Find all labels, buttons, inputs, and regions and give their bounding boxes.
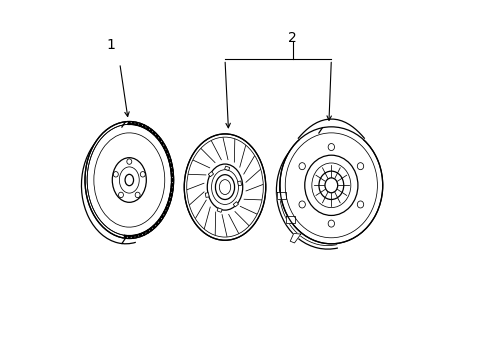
Bar [233, 202, 238, 207]
Polygon shape [171, 178, 173, 182]
Text: 2: 2 [288, 31, 297, 45]
Polygon shape [168, 159, 171, 163]
Polygon shape [152, 224, 155, 228]
Polygon shape [155, 221, 158, 225]
Bar [217, 208, 222, 212]
Polygon shape [277, 192, 285, 199]
Polygon shape [127, 235, 131, 238]
Polygon shape [168, 197, 171, 201]
Ellipse shape [279, 127, 382, 244]
Polygon shape [166, 154, 169, 158]
Polygon shape [149, 129, 151, 133]
Ellipse shape [184, 134, 265, 240]
Polygon shape [171, 183, 173, 187]
Polygon shape [155, 135, 158, 139]
Polygon shape [163, 210, 165, 214]
Polygon shape [138, 233, 142, 237]
Polygon shape [145, 229, 148, 233]
Polygon shape [166, 202, 169, 206]
Polygon shape [160, 214, 163, 217]
Polygon shape [127, 122, 131, 125]
Polygon shape [170, 188, 173, 192]
Polygon shape [170, 168, 173, 172]
Bar [237, 181, 241, 186]
Polygon shape [135, 234, 138, 238]
Polygon shape [286, 216, 295, 224]
Polygon shape [145, 127, 148, 131]
Polygon shape [169, 192, 172, 197]
Bar [208, 172, 213, 177]
Polygon shape [131, 122, 134, 125]
Polygon shape [164, 150, 167, 154]
Text: 1: 1 [106, 38, 115, 52]
Polygon shape [142, 125, 145, 129]
Ellipse shape [85, 122, 173, 238]
Polygon shape [158, 139, 160, 142]
Polygon shape [142, 231, 145, 235]
Polygon shape [160, 143, 163, 146]
Polygon shape [149, 227, 151, 231]
Bar [224, 166, 229, 171]
Polygon shape [158, 218, 160, 221]
Bar [205, 193, 209, 197]
Polygon shape [289, 233, 300, 243]
Polygon shape [163, 146, 165, 150]
Polygon shape [171, 173, 173, 177]
Polygon shape [169, 163, 172, 168]
Polygon shape [135, 122, 138, 126]
Polygon shape [138, 123, 142, 127]
Polygon shape [131, 235, 134, 238]
Polygon shape [152, 132, 155, 136]
Polygon shape [124, 235, 127, 238]
Polygon shape [164, 206, 167, 210]
